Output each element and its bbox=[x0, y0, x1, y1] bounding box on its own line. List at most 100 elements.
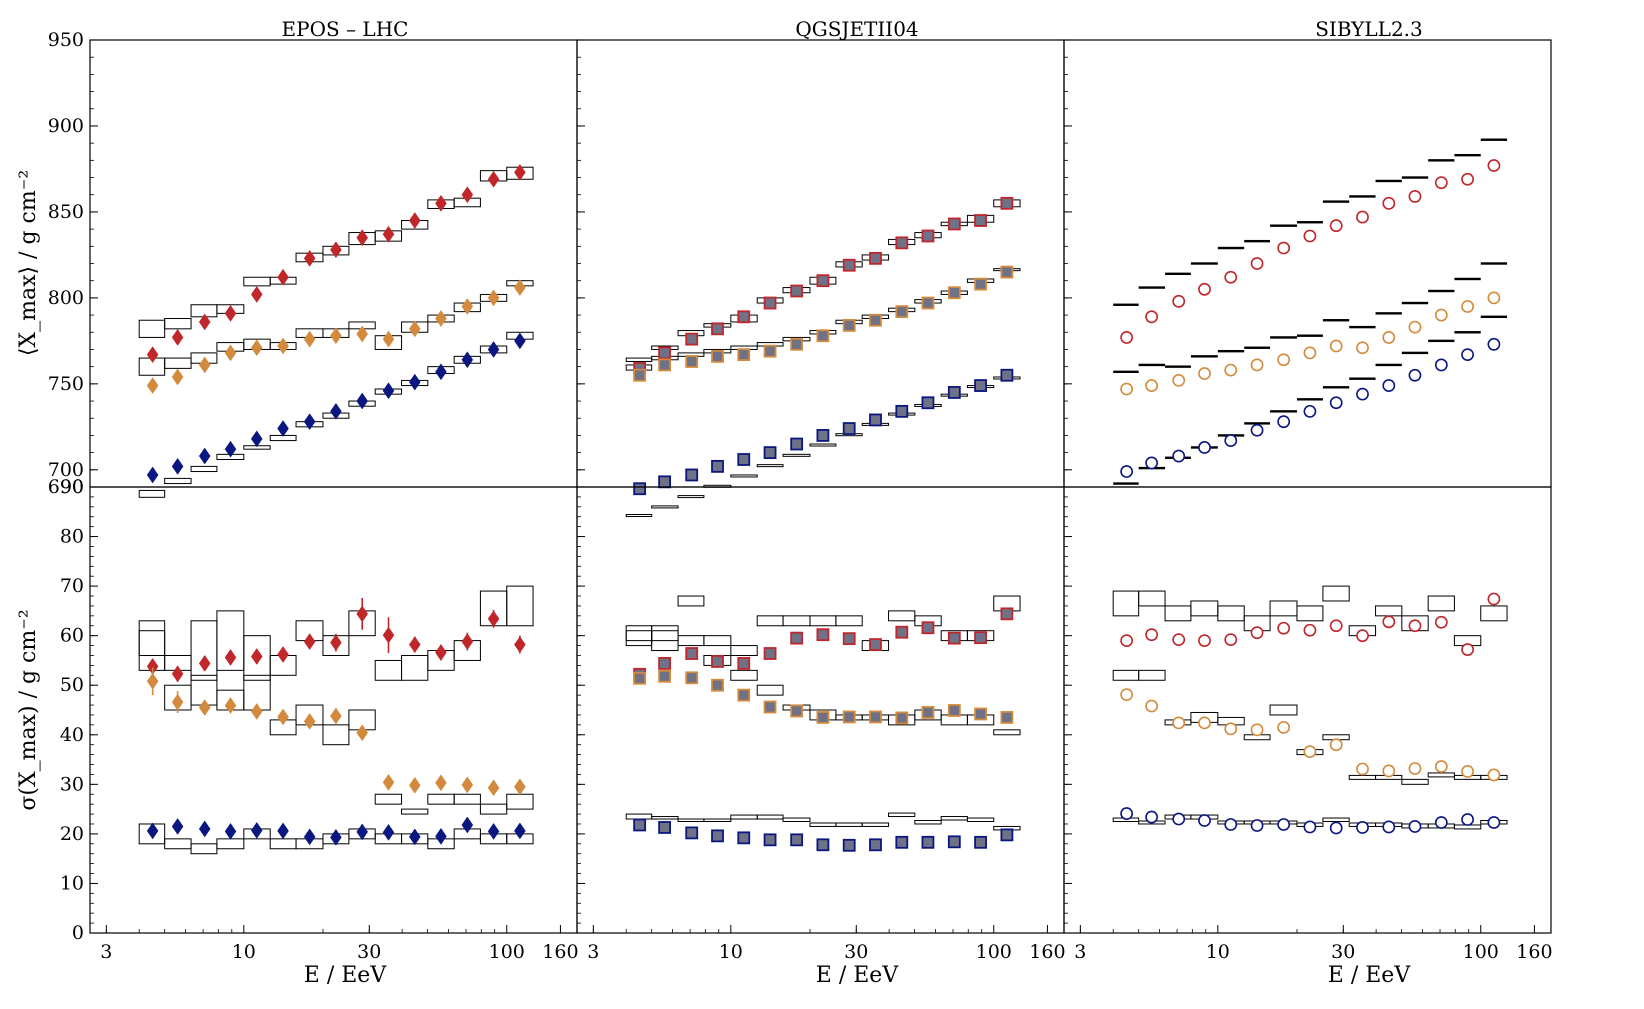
data-point-xmax-orange bbox=[198, 356, 211, 374]
data-point-xmax-orange bbox=[514, 279, 526, 297]
syst-box-sigma-orange bbox=[756, 684, 784, 696]
data-point-xmax-navy bbox=[1198, 441, 1211, 454]
y-tick-label-top: 900 bbox=[48, 115, 84, 137]
data-point-xmax-orange bbox=[1000, 265, 1014, 279]
model-line-xmax-red bbox=[1322, 200, 1350, 203]
data-point-sigma-red bbox=[1172, 633, 1186, 647]
data-point-xmax-red bbox=[224, 304, 237, 322]
y-axis-label-top: ⟨X_max⟩ / g cm⁻² bbox=[16, 170, 41, 356]
data-point-sigma-red bbox=[1408, 619, 1422, 633]
data-point-sigma-navy bbox=[1329, 821, 1343, 835]
model-line-xmax-navy bbox=[1480, 315, 1508, 318]
data-point-sigma-navy bbox=[1461, 813, 1474, 826]
syst-box-sigma-orange bbox=[1112, 669, 1140, 681]
data-point-xmax-orange bbox=[1329, 339, 1343, 353]
syst-box-sigma-red bbox=[190, 620, 218, 681]
data-point-sigma-navy bbox=[1224, 818, 1238, 831]
model-line-xmax-navy bbox=[1375, 363, 1402, 367]
data-point-xmax-orange bbox=[1145, 379, 1159, 392]
syst-box-xmax-navy bbox=[164, 477, 192, 485]
y-tick-label-top: 950 bbox=[48, 29, 84, 51]
syst-box-sigma-navy bbox=[835, 822, 863, 827]
syst-box-sigma-red bbox=[651, 625, 679, 642]
panel-frame-top-1 bbox=[576, 39, 1065, 488]
data-point-sigma-orange bbox=[790, 704, 804, 718]
y-tick-label-bottom: 10 bbox=[60, 872, 84, 894]
data-point-sigma-red bbox=[763, 647, 777, 660]
data-point-sigma-orange bbox=[382, 773, 395, 791]
data-point-sigma-navy bbox=[435, 827, 447, 845]
data-point-sigma-orange bbox=[1434, 760, 1448, 773]
data-point-sigma-orange bbox=[435, 774, 447, 792]
y-tick-label-bottom: 60 bbox=[60, 625, 84, 647]
data-point-sigma-navy bbox=[658, 821, 672, 834]
data-point-xmax-navy bbox=[790, 437, 804, 451]
data-point-sigma-navy bbox=[514, 822, 526, 840]
data-point-xmax-navy bbox=[737, 453, 751, 466]
model-line-xmax-red bbox=[1349, 195, 1376, 198]
model-line-xmax-navy bbox=[1113, 482, 1139, 485]
data-point-xmax-navy bbox=[1224, 434, 1238, 447]
model-line-xmax-orange bbox=[1296, 334, 1323, 337]
data-point-sigma-red bbox=[409, 636, 421, 654]
y-tick-label-bottom: 40 bbox=[60, 724, 84, 746]
data-point-xmax-red bbox=[1461, 172, 1474, 186]
model-line-xmax-orange bbox=[1190, 355, 1218, 358]
data-point-sigma-orange bbox=[461, 776, 474, 794]
data-point-sigma-navy bbox=[895, 835, 909, 849]
syst-box-sigma-red bbox=[1427, 595, 1455, 612]
model-line-xmax-navy bbox=[1244, 422, 1271, 425]
syst-box-xmax-red bbox=[164, 318, 192, 330]
data-point-xmax-red bbox=[1356, 210, 1369, 224]
data-point-xmax-red bbox=[816, 274, 830, 288]
data-point-xmax-red bbox=[146, 346, 159, 364]
syst-box-sigma-navy bbox=[966, 817, 995, 823]
data-point-xmax-navy bbox=[633, 482, 647, 496]
syst-box-xmax-navy bbox=[730, 474, 758, 478]
data-point-xmax-navy bbox=[1000, 368, 1014, 382]
data-point-sigma-orange bbox=[1329, 738, 1343, 752]
model-line-xmax-orange bbox=[1480, 262, 1508, 265]
data-point-xmax-navy bbox=[685, 468, 699, 482]
data-point-xmax-navy bbox=[895, 404, 909, 418]
model-line-xmax-orange bbox=[1113, 370, 1139, 374]
syst-box-sigma-red bbox=[809, 615, 837, 627]
x-tick-label: 160 bbox=[542, 941, 578, 963]
x-tick-label: 3 bbox=[100, 941, 112, 963]
model-line-xmax-navy bbox=[1322, 386, 1350, 389]
model-line-xmax-orange bbox=[1375, 312, 1402, 315]
data-point-xmax-orange bbox=[658, 358, 672, 372]
data-point-xmax-navy bbox=[974, 379, 987, 392]
model-line-xmax-orange bbox=[1270, 336, 1297, 339]
syst-box-sigma-orange bbox=[1138, 669, 1166, 681]
model-line-xmax-red bbox=[1165, 272, 1191, 276]
data-point-sigma-orange bbox=[277, 708, 289, 726]
data-point-xmax-orange bbox=[303, 330, 316, 348]
data-point-xmax-red bbox=[737, 310, 751, 324]
syst-box-sigma-red bbox=[138, 620, 166, 656]
data-point-xmax-red bbox=[1198, 282, 1211, 296]
data-point-sigma-orange bbox=[409, 776, 421, 794]
panel-frame-bottom-0 bbox=[89, 486, 578, 934]
data-point-xmax-navy bbox=[224, 440, 237, 458]
data-point-sigma-red bbox=[1461, 643, 1474, 656]
panel-frame-bottom-2 bbox=[1063, 486, 1552, 934]
data-point-xmax-navy bbox=[1329, 396, 1343, 410]
data-point-xmax-orange bbox=[461, 298, 474, 315]
data-point-sigma-red bbox=[356, 605, 369, 623]
syst-box-sigma-orange bbox=[1348, 774, 1377, 780]
data-point-sigma-orange bbox=[1000, 711, 1014, 724]
syst-box-sigma-red bbox=[1217, 605, 1245, 622]
data-point-xmax-red bbox=[356, 229, 369, 247]
syst-box-xmax-navy bbox=[782, 453, 811, 457]
syst-box-sigma-navy bbox=[703, 818, 732, 822]
data-point-xmax-red bbox=[487, 170, 500, 188]
data-point-xmax-navy bbox=[842, 422, 856, 435]
data-point-sigma-navy bbox=[685, 826, 699, 840]
data-point-sigma-red bbox=[487, 610, 500, 628]
data-point-xmax-orange bbox=[250, 339, 263, 357]
model-line-xmax-red bbox=[1244, 239, 1271, 243]
data-point-xmax-orange bbox=[947, 286, 961, 300]
x-tick-label: 30 bbox=[1331, 941, 1355, 963]
model-line-xmax-red bbox=[1113, 303, 1139, 306]
